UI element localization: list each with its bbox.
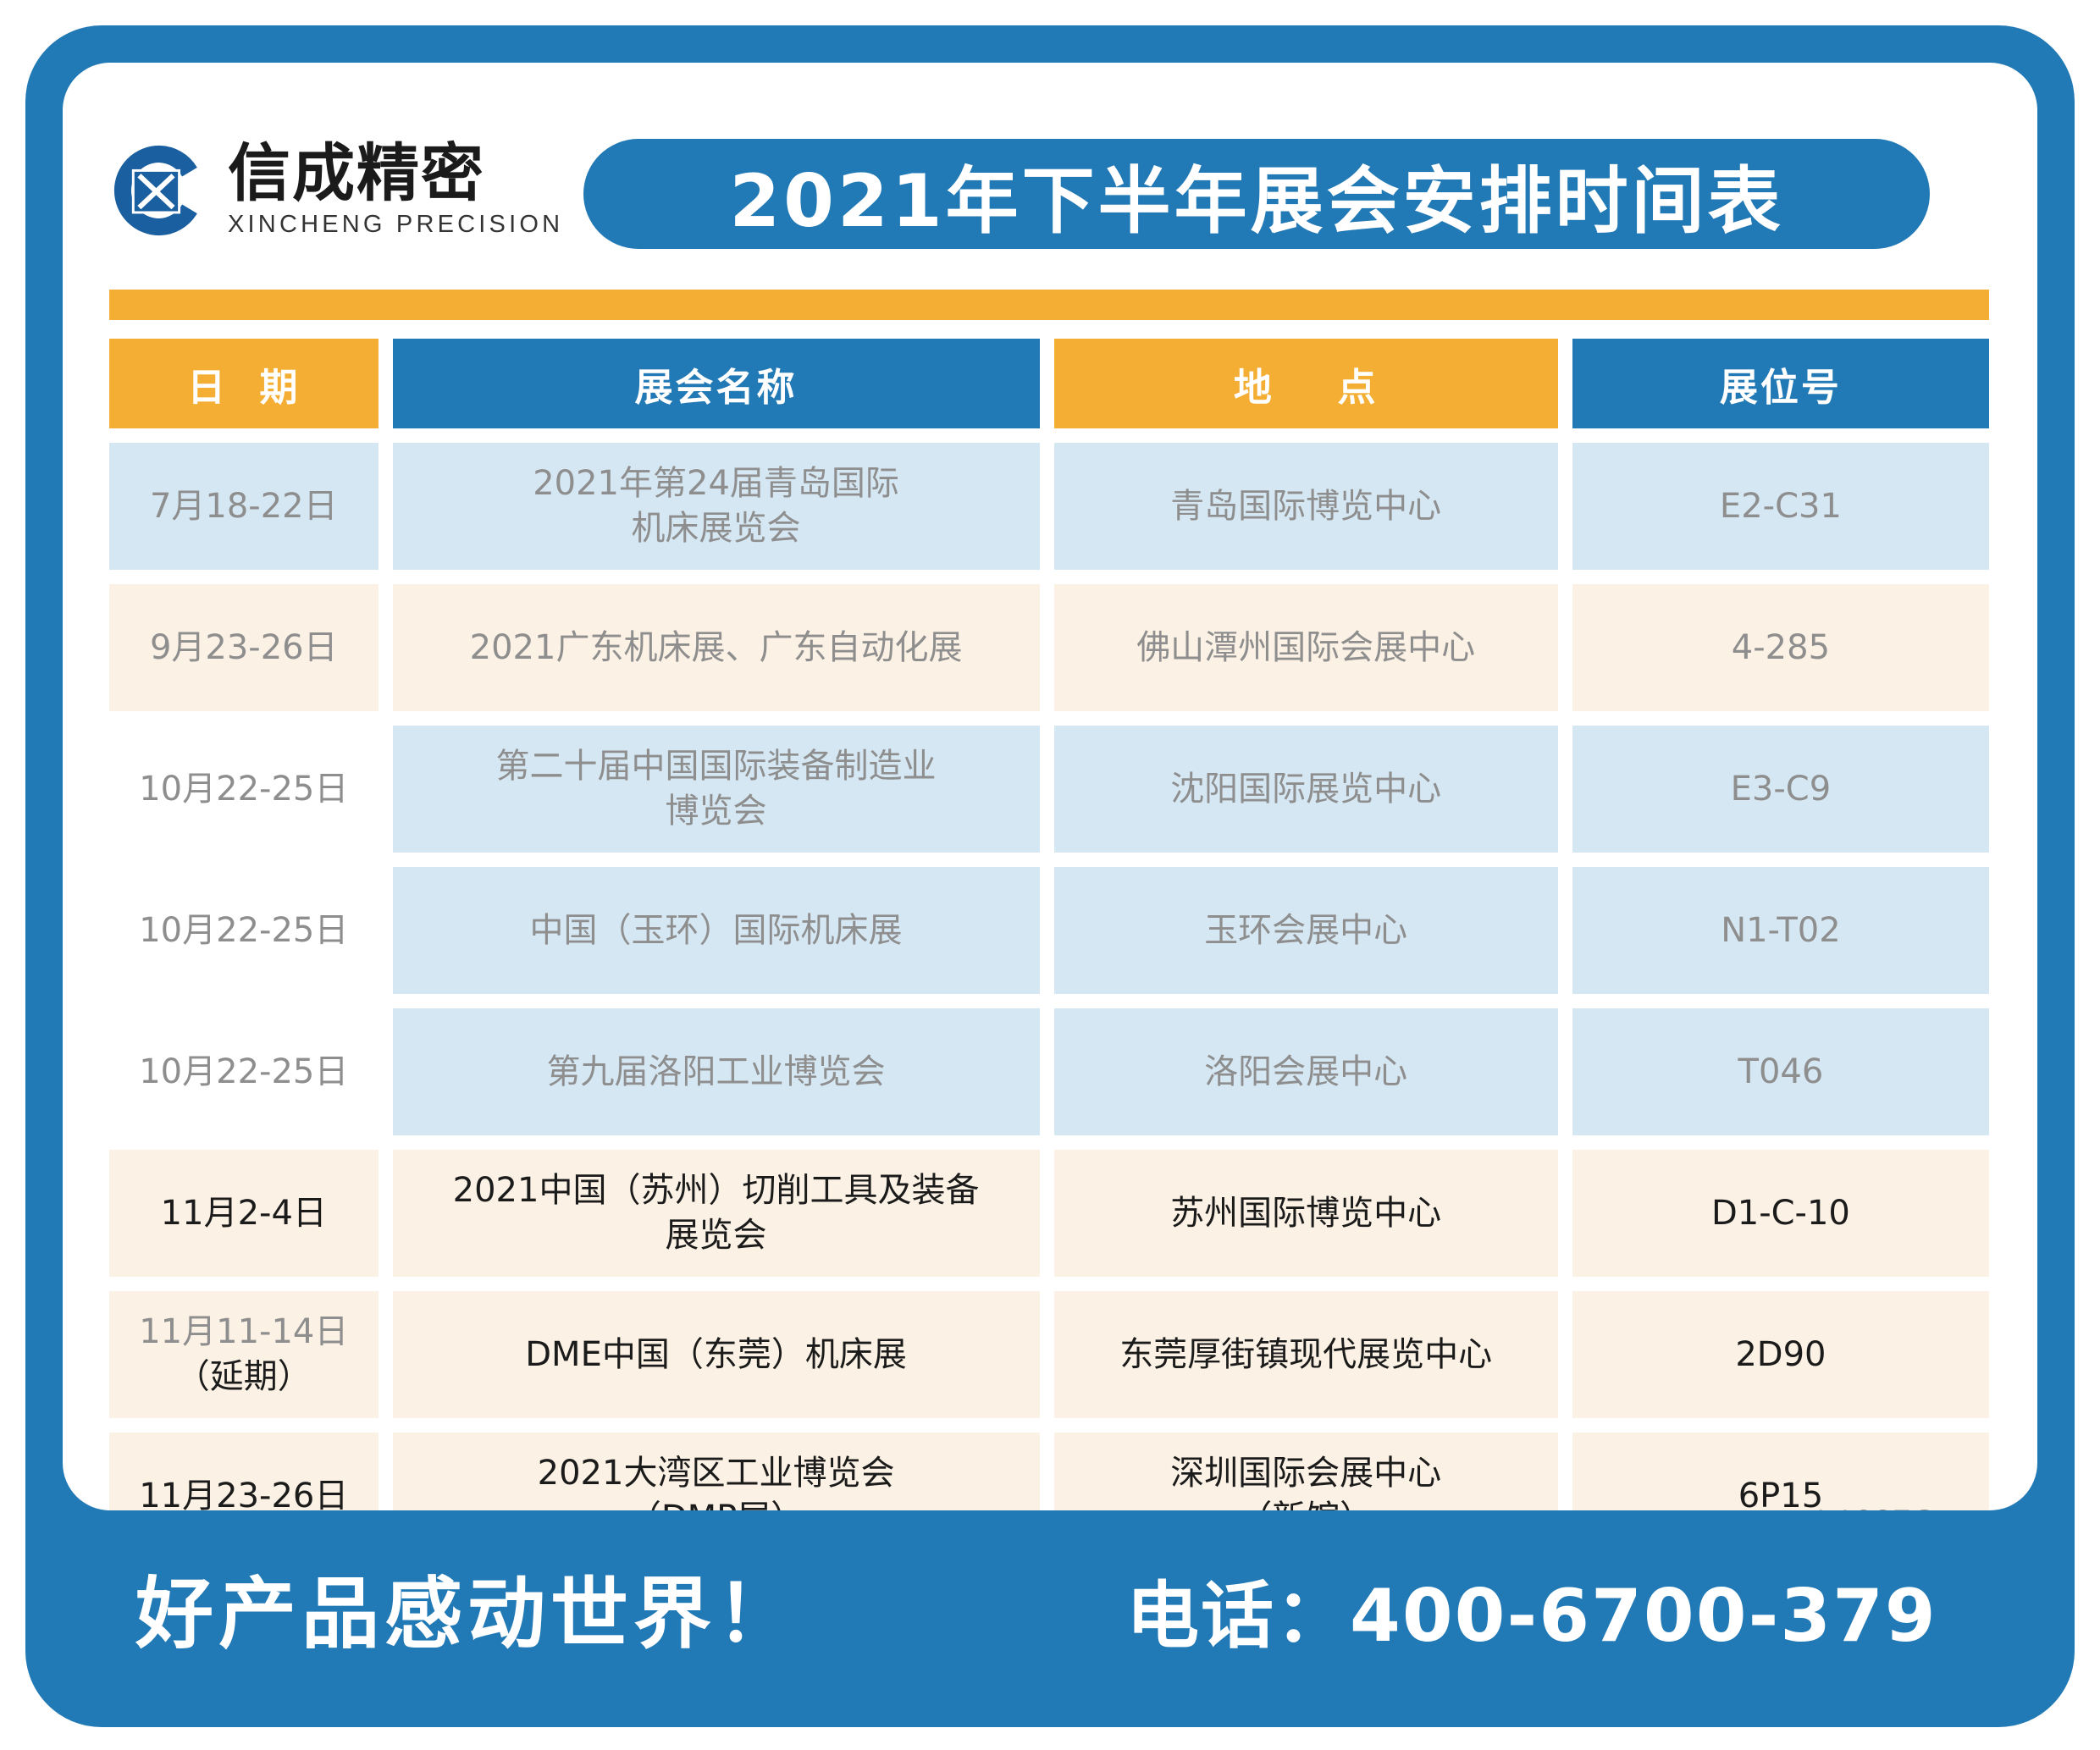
cell-place-text: 深圳国际会展中心 （新馆） xyxy=(1170,1454,1442,1510)
cell-booth-number: 4-285 xyxy=(1572,584,1989,711)
cell-exhibition-name-text: 2021大湾区工业博览会 （DMP展） xyxy=(537,1454,895,1510)
cell-exhibition-name-text: DME中国（东莞）机床展 xyxy=(525,1334,907,1374)
cell-place: 洛阳会展中心 xyxy=(1053,1008,1558,1135)
cell-exhibition-name: 2021中国（苏州）切削工具及装备 展览会 xyxy=(392,1150,1040,1277)
cell-date: 11月11-14日 （延期） xyxy=(109,1291,379,1418)
brand-name-en: XINCHENG PRECISION xyxy=(228,211,564,239)
cell-date: 9月23-26日 xyxy=(109,584,379,711)
cell-exhibition-name-text: 2021中国（苏州）切削工具及装备 展览会 xyxy=(452,1171,980,1255)
schedule-table: 日 期 展会名称 地 点 展位号 7月18-22日 2021年第24届青岛国际 机… xyxy=(109,290,1989,1510)
cell-booth-number-text: E2-C31 xyxy=(1719,486,1842,526)
column-header-date: 日 期 xyxy=(109,339,379,428)
cell-exhibition-name-text: 第二十届中国国际装备制造业 博览会 xyxy=(495,747,937,831)
cell-exhibition-name: 2021大湾区工业博览会 （DMP展） xyxy=(392,1433,1040,1510)
cell-booth-number-text: 2D90 xyxy=(1735,1334,1826,1374)
cell-place-text: 苏州国际博览中心 xyxy=(1170,1193,1442,1233)
cell-booth-number-text: T046 xyxy=(1738,1052,1824,1091)
page-title: 2021年下半年展会安排时间表 xyxy=(729,158,1784,244)
title-banner: 2021年下半年展会安排时间表 xyxy=(583,139,1930,249)
cell-place-text: 沈阳国际展览中心 xyxy=(1170,769,1442,809)
cell-place: 佛山潭州国际会展中心 xyxy=(1053,584,1558,711)
cell-booth-number-text: E3-C9 xyxy=(1730,769,1832,809)
table-row: 10月22-25日 中国（玉环）国际机床展 玉环会展中心 N1-T02 xyxy=(109,867,1989,994)
cell-date-text: 11月11-14日 （延期） xyxy=(139,1312,349,1396)
cell-date-text: 10月22-25日 xyxy=(139,769,349,809)
cell-place: 青岛国际博览中心 xyxy=(1053,443,1558,570)
footer-phone: 电话：400-6700-379 xyxy=(1126,1574,1937,1659)
poster-header: 信成精密 XINCHENG PRECISION 2021年下半年展会安排时间表 xyxy=(63,63,2037,317)
cell-place: 玉环会展中心 xyxy=(1053,867,1558,994)
cell-exhibition-name: 第二十届中国国际装备制造业 博览会 xyxy=(392,726,1040,853)
footer-slogan: 好产品感动世界！ xyxy=(135,1569,800,1659)
cell-booth-number: E3-C9 xyxy=(1572,726,1989,853)
table-row: 7月18-22日 2021年第24届青岛国际 机床展览会 青岛国际博览中心 E2-C3… xyxy=(109,443,1989,570)
table-top-rule xyxy=(109,290,1989,320)
table-row: 10月22-25日 第九届洛阳工业博览会 洛阳会展中心 T046 xyxy=(109,1008,1989,1135)
cell-exhibition-name: 2021广东机床展、广东自动化展 xyxy=(392,584,1040,711)
cell-date: 7月18-22日 xyxy=(109,443,379,570)
cell-date-text: 11月2-4日 xyxy=(160,1193,327,1233)
cell-place: 沈阳国际展览中心 xyxy=(1053,726,1558,853)
cell-date-text: 10月22-25日 xyxy=(139,1052,349,1091)
table-row: 10月22-25日 第二十届中国国际装备制造业 博览会 沈阳国际展览中心 E3-C9 xyxy=(109,726,1989,853)
cell-date: 11月2-4日 xyxy=(109,1150,379,1277)
brand-lockup: 信成精密 XINCHENG PRECISION xyxy=(109,141,563,240)
table-row: 11月2-4日 2021中国（苏州）切削工具及装备 展览会 苏州国际博览中心 D1-C… xyxy=(109,1150,1989,1277)
cell-booth-number: N1-T02 xyxy=(1572,867,1989,994)
cell-place: 深圳国际会展中心 （新馆） xyxy=(1053,1433,1558,1510)
cell-date-text: 7月18-22日 xyxy=(149,486,338,526)
cell-booth-number-text: 4-285 xyxy=(1731,627,1831,667)
cell-place-text: 东莞厚街镇现代展览中心 xyxy=(1119,1334,1493,1374)
cell-date: 10月22-25日 xyxy=(109,726,379,853)
brand-name-cn: 信成精密 xyxy=(228,136,485,210)
cell-date-text: 9月23-26日 xyxy=(149,627,338,667)
cell-exhibition-name-text: 第九届洛阳工业博览会 xyxy=(546,1052,886,1091)
cell-date-text: 10月22-25日 xyxy=(139,910,349,950)
cell-exhibition-name-text: 中国（玉环）国际机床展 xyxy=(529,910,903,950)
column-header-booth: 展位号 xyxy=(1572,339,1989,428)
cell-exhibition-name: 中国（玉环）国际机床展 xyxy=(392,867,1040,994)
xincheng-c-x-logo-icon xyxy=(109,141,209,240)
cell-booth-number-text: D1-C-10 xyxy=(1710,1193,1850,1233)
cell-booth-number: D1-C-10 xyxy=(1572,1150,1989,1277)
cell-booth-number: 6P15 xyxy=(1572,1433,1989,1510)
cell-exhibition-name: DME中国（东莞）机床展 xyxy=(392,1291,1040,1418)
cell-exhibition-name: 第九届洛阳工业博览会 xyxy=(392,1008,1040,1135)
cell-date-text: 11月23-26日 xyxy=(139,1476,349,1510)
cell-exhibition-name: 2021年第24届青岛国际 机床展览会 xyxy=(392,443,1040,570)
watermark-code: L1027C xyxy=(1816,1504,1937,1510)
cell-date: 11月23-26日 xyxy=(109,1433,379,1510)
table-row: 11月11-14日 （延期） DME中国（东莞）机床展 东莞厚街镇现代展览中心 2D90 xyxy=(109,1291,1989,1418)
cell-booth-number: 2D90 xyxy=(1572,1291,1989,1418)
cell-place-text: 青岛国际博览中心 xyxy=(1170,486,1442,526)
cell-place-text: 玉环会展中心 xyxy=(1204,910,1408,950)
content-card: 信成精密 XINCHENG PRECISION 2021年下半年展会安排时间表 … xyxy=(63,63,2037,1510)
cell-date: 10月22-25日 xyxy=(109,867,379,994)
cell-exhibition-name-text: 2021年第24届青岛国际 机床展览会 xyxy=(533,464,899,548)
column-header-place: 地 点 xyxy=(1053,339,1558,428)
poster-footer: 好产品感动世界！ 电话：400-6700-379 xyxy=(25,1519,2075,1727)
poster-frame: 信成精密 XINCHENG PRECISION 2021年下半年展会安排时间表 … xyxy=(25,25,2075,1727)
cell-booth-number: E2-C31 xyxy=(1572,443,1989,570)
column-header-name: 展会名称 xyxy=(392,339,1040,428)
brand-text: 信成精密 XINCHENG PRECISION xyxy=(228,136,564,239)
cell-date: 10月22-25日 xyxy=(109,1008,379,1135)
cell-exhibition-name-text: 2021广东机床展、广东自动化展 xyxy=(469,627,963,667)
cell-booth-number: T046 xyxy=(1572,1008,1989,1135)
cell-place-text: 佛山潭州国际会展中心 xyxy=(1136,627,1476,667)
table-body: 7月18-22日 2021年第24届青岛国际 机床展览会 青岛国际博览中心 E2-C3… xyxy=(109,443,1989,1510)
cell-place: 苏州国际博览中心 xyxy=(1053,1150,1558,1277)
table-row: 11月23-26日 2021大湾区工业博览会 （DMP展） 深圳国际会展中心 （新馆… xyxy=(109,1433,1989,1510)
cell-place-text: 洛阳会展中心 xyxy=(1204,1052,1408,1091)
cell-place: 东莞厚街镇现代展览中心 xyxy=(1053,1291,1558,1418)
table-header-row: 日 期 展会名称 地 点 展位号 xyxy=(109,339,1989,428)
cell-booth-number-text: 6P15 xyxy=(1738,1476,1824,1510)
table-row: 9月23-26日 2021广东机床展、广东自动化展 佛山潭州国际会展中心 4-285 xyxy=(109,584,1989,711)
cell-booth-number-text: N1-T02 xyxy=(1721,910,1841,950)
